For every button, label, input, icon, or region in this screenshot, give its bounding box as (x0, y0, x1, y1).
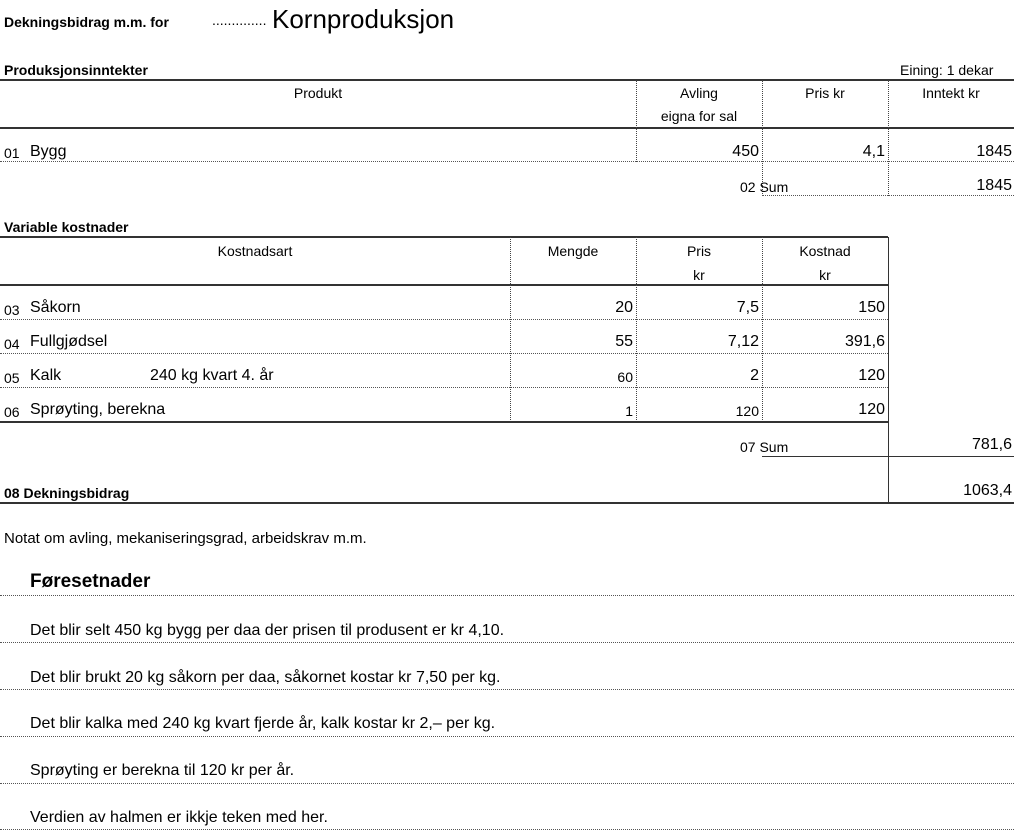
row-name: Fullgjødsel (30, 333, 108, 350)
note-line: Det blir kalka med 240 kg kvart fjerde å… (30, 715, 496, 732)
divider (0, 689, 1014, 690)
col-avling: Avling (680, 85, 718, 101)
note-line: Det blir selt 450 kg bygg per daa der pr… (30, 622, 505, 639)
row-no: 04 (4, 336, 20, 352)
db-label: 08 Dekningsbidrag (4, 485, 130, 501)
page-title: Kornproduksjon (272, 4, 455, 34)
row-kostnad: 120 (858, 401, 885, 418)
row-mengde: 60 (617, 369, 633, 385)
divider (0, 783, 1014, 784)
unit-label: Eining: 1 dekar (900, 62, 994, 78)
doc-label: Dekningsbidrag m.m. for (4, 14, 169, 30)
row-no: 03 (4, 302, 20, 318)
col-inntekt: Inntekt kr (922, 85, 980, 101)
sum-value: 781,6 (971, 436, 1012, 453)
row-mengde: 1 (625, 403, 633, 419)
sum-value: 1845 (976, 177, 1012, 194)
divider (0, 387, 888, 388)
sum-label: 02 Sum (740, 179, 789, 195)
notes-intro: Notat om avling, mekaniseringsgrad, arbe… (4, 530, 367, 547)
row-no: 06 (4, 404, 20, 420)
row-mengde: 55 (615, 333, 633, 350)
db-value: 1063,4 (963, 482, 1012, 499)
col-mengde: Mengde (547, 243, 599, 259)
col-pris-unit: kr (693, 267, 705, 283)
divider (888, 80, 889, 196)
row-name: Sprøyting, berekna (30, 401, 166, 418)
col-pris: Pris (686, 243, 712, 259)
divider (0, 736, 1014, 737)
row-kostnad: 120 (858, 367, 885, 384)
col-pris: Pris kr (805, 85, 845, 101)
row-name: Bygg (30, 143, 67, 160)
divider (0, 642, 1014, 643)
row-no: 05 (4, 370, 20, 386)
divider (0, 421, 888, 423)
divider (762, 195, 1014, 196)
divider (0, 319, 888, 320)
divider (0, 161, 1014, 162)
divider (762, 80, 763, 196)
divider (636, 80, 637, 162)
row-name: Kalk (30, 367, 62, 384)
row-pris: 120 (735, 403, 759, 419)
divider (0, 353, 888, 354)
divider (0, 829, 1014, 830)
row-mengde: 20 (615, 299, 633, 316)
row-no: 01 (4, 145, 20, 161)
income-title: Produksjonsinntekter (4, 62, 148, 78)
divider (0, 236, 888, 238)
divider (762, 237, 763, 422)
row-avling: 450 (732, 143, 759, 160)
divider (762, 456, 1014, 457)
col-avling-sub: eigna for sal (660, 108, 738, 124)
row-name: Såkorn (30, 299, 81, 316)
row-pris: 2 (750, 367, 759, 384)
row-kostnad: 150 (858, 299, 885, 316)
row-note: 240 kg kvart 4. år (150, 367, 274, 384)
divider (0, 502, 1014, 504)
row-pris: 7,12 (727, 333, 759, 350)
note-line: Verdien av halmen er ikkje teken med her… (30, 809, 328, 826)
notes-heading: Føresetnader (30, 571, 151, 592)
divider (510, 237, 511, 422)
sum-label: 07 Sum (740, 439, 789, 455)
row-inntekt: 1845 (976, 143, 1012, 160)
divider (0, 127, 1014, 129)
divider (0, 79, 1014, 81)
col-kostnad: Kostnad (799, 243, 851, 259)
col-kostnadsart: Kostnadsart (217, 243, 293, 259)
divider (0, 284, 888, 286)
note-line: Sprøyting er berekna til 120 kr per år. (30, 762, 295, 779)
row-pris: 4,1 (862, 143, 885, 160)
divider (636, 237, 637, 422)
col-produkt: Produkt (293, 85, 343, 101)
col-kostnad-unit: kr (819, 267, 831, 283)
row-kostnad: 391,6 (844, 333, 885, 350)
title-dots: .............. (212, 12, 267, 28)
divider (0, 595, 1014, 596)
costs-title: Variable kostnader (4, 219, 129, 235)
divider (888, 237, 889, 502)
row-pris: 7,5 (736, 299, 759, 316)
note-line: Det blir brukt 20 kg såkorn per daa, såk… (30, 669, 501, 686)
